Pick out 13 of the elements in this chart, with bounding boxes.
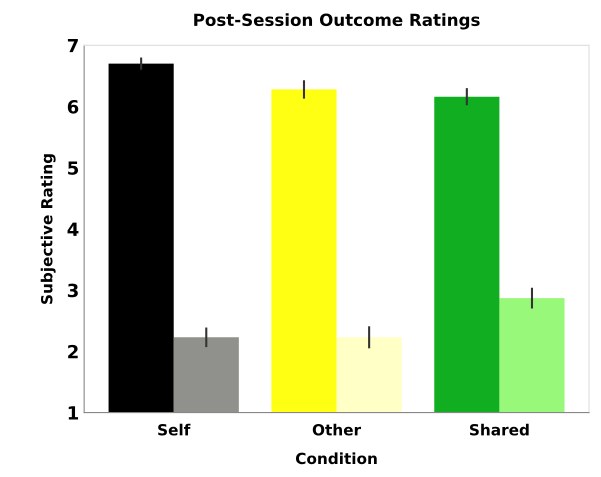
chart-title: Post-Session Outcome Ratings: [194, 13, 480, 30]
y-tick-label: 1: [68, 406, 78, 420]
x-tick-label: Shared: [470, 424, 529, 436]
x-tick-label: Self: [158, 424, 190, 436]
y-tick-label: 7: [68, 39, 78, 52]
y-tick-label: 3: [68, 284, 78, 298]
y-axis-title: Subjective Rating: [40, 154, 56, 304]
x-tick-label: Other: [312, 424, 362, 436]
y-tick-label: 6: [68, 100, 78, 114]
y-tick-label: 4: [68, 222, 78, 236]
y-tick-label: 5: [68, 161, 78, 175]
y-tick-label: 2: [68, 344, 78, 358]
x-axis-title: Condition: [296, 452, 377, 464]
